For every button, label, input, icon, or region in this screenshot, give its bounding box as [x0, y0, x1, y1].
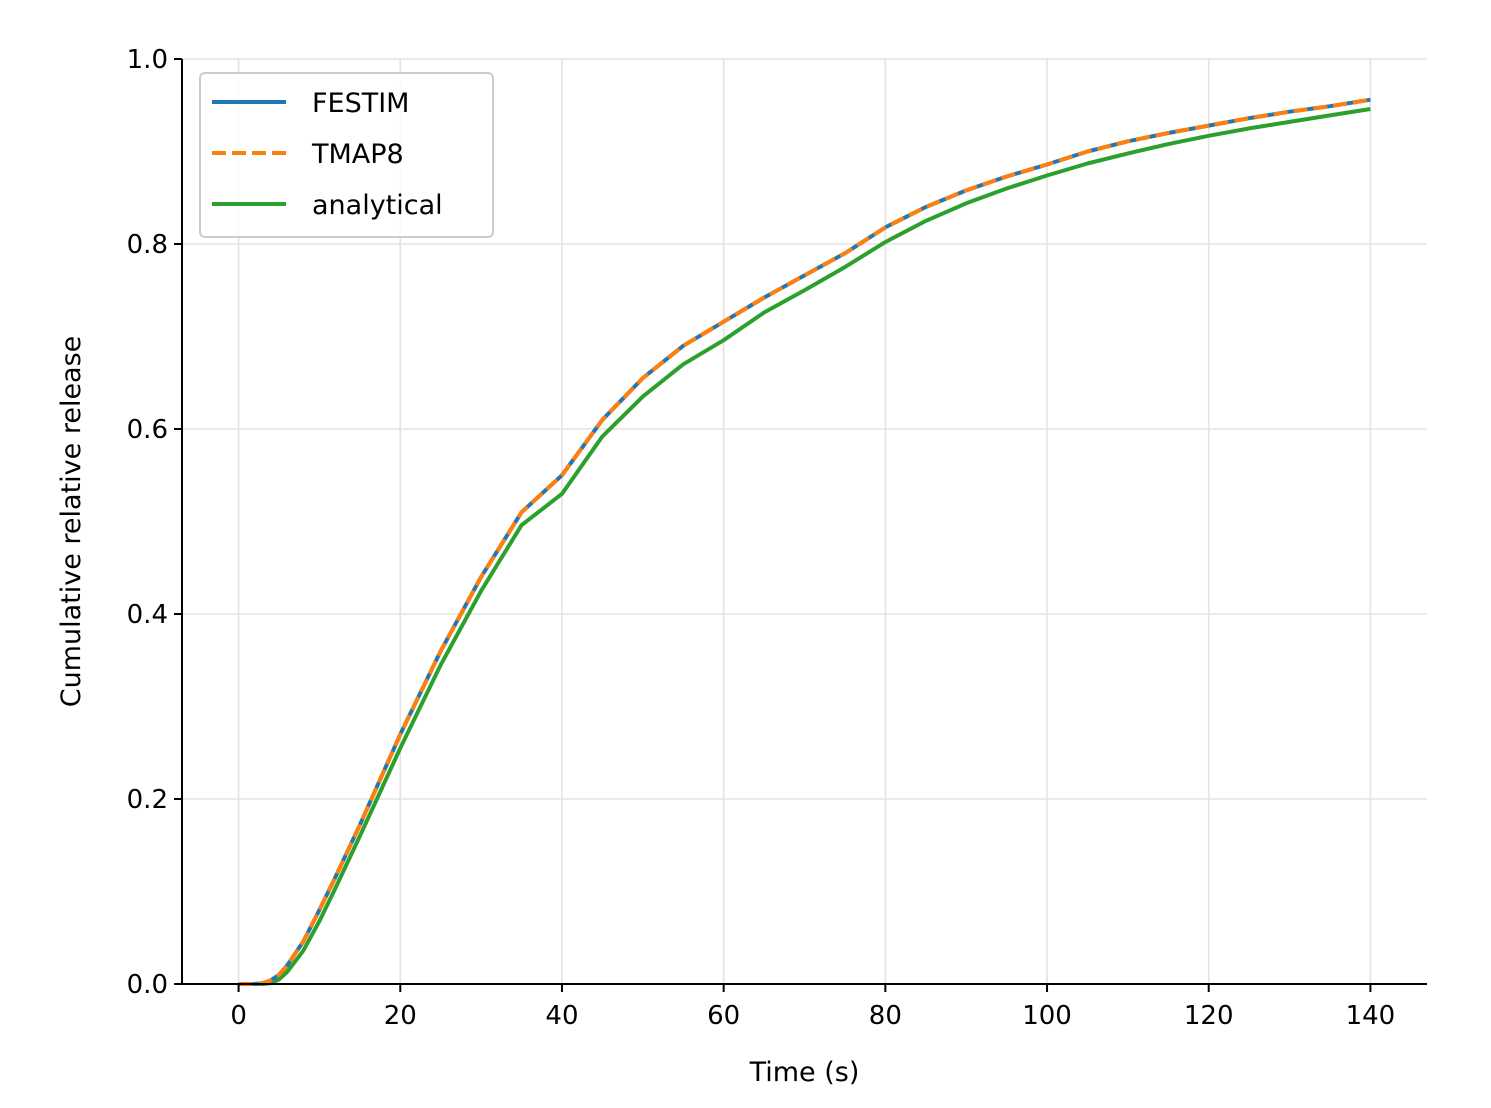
legend-label-festim: FESTIM: [312, 88, 409, 119]
legend-box: [199, 72, 494, 238]
x-tick-label: 80: [869, 1001, 902, 1031]
x-tick-label: 20: [384, 1001, 417, 1031]
series-line-analytical: [238, 107, 1371, 986]
y-tick-label: 1.0: [127, 45, 168, 75]
legend-label-tmap8: TMAP8: [311, 139, 404, 170]
x-axis-label: Time (s): [749, 1057, 860, 1088]
y-tick-label: 0.0: [127, 970, 168, 1000]
x-tick-label: 140: [1346, 1001, 1396, 1031]
x-tick-label: 120: [1184, 1001, 1234, 1031]
x-tick-label: 60: [707, 1001, 740, 1031]
y-tick-label: 0.8: [127, 230, 168, 260]
grid: [182, 58, 1427, 985]
legend-label-analytical: analytical: [312, 190, 443, 221]
x-tick-label: 40: [545, 1001, 578, 1031]
y-axis-label: Cumulative relative release: [56, 336, 87, 708]
axes: [181, 59, 1427, 985]
x-tick-label: 0: [230, 1001, 247, 1031]
x-ticks: 0 20 40 60 80 100 120 140: [230, 984, 1395, 1031]
series-lines: [238, 97, 1371, 986]
legend: FESTIM TMAP8 analytical: [199, 72, 494, 238]
y-tick-label: 0.6: [127, 415, 168, 445]
x-tick-label: 100: [1022, 1001, 1072, 1031]
series-line-tmap8: [238, 97, 1371, 986]
y-tick-label: 0.4: [127, 600, 168, 630]
y-tick-label: 0.2: [127, 785, 168, 815]
y-ticks: 0.0 0.2 0.4 0.6 0.8 1.0: [127, 45, 182, 1000]
